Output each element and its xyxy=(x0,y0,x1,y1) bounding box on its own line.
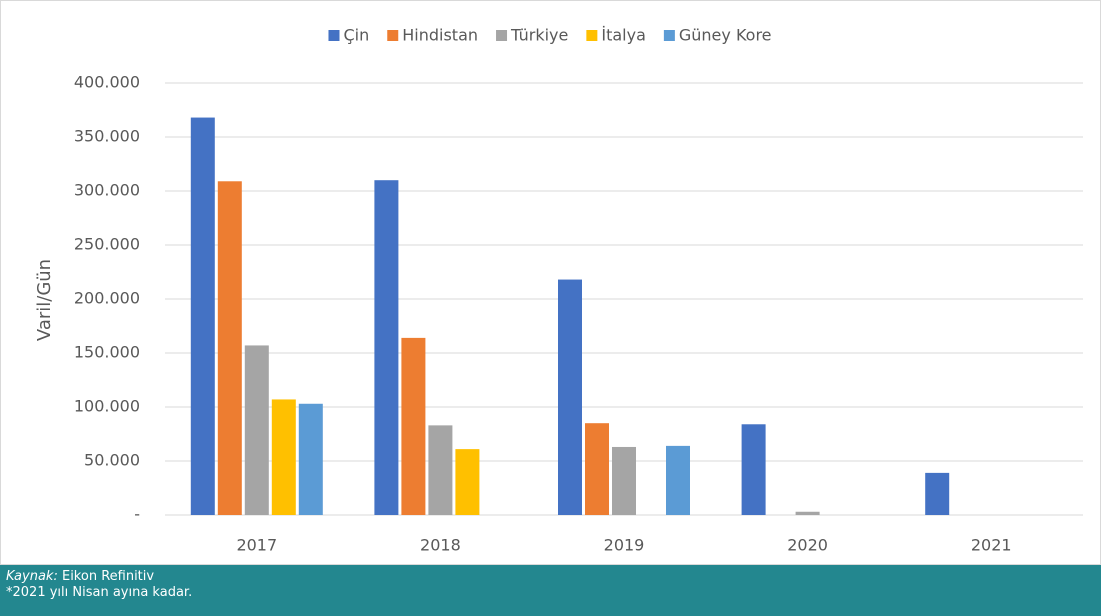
bar xyxy=(428,425,453,515)
y-tick-label: 300.000 xyxy=(74,181,140,200)
legend-label: Güney Kore xyxy=(679,26,772,45)
bar xyxy=(741,424,766,515)
legend-swatch xyxy=(496,30,508,41)
chart-border xyxy=(0,0,1101,565)
x-tick-label: 2017 xyxy=(236,536,277,555)
source-line: Kaynak: Eikon Refinitiv xyxy=(6,569,1101,585)
x-tick-label: 2018 xyxy=(420,536,461,555)
y-tick-label: 100.000 xyxy=(74,397,140,416)
legend-label: Çin xyxy=(343,26,369,45)
y-tick-label: 250.000 xyxy=(74,235,140,254)
legend-swatch xyxy=(586,30,598,41)
source: Eikon Refinitiv xyxy=(61,569,155,584)
source-label: Kaynak: xyxy=(6,569,58,584)
legend-swatch xyxy=(328,30,340,41)
bar xyxy=(455,449,480,515)
x-tick-label: 2020 xyxy=(787,536,828,555)
legend-swatch xyxy=(387,30,399,41)
chart: Varil/Gün - 50.000 100.000 150.000 200.000 25… xyxy=(0,0,1101,565)
legend-swatch xyxy=(663,30,675,41)
y-tick-label: 150.000 xyxy=(74,343,140,362)
legend-label: İtalya xyxy=(601,26,646,45)
y-tick-label: - xyxy=(134,505,140,524)
bar xyxy=(666,445,690,515)
bar xyxy=(795,511,820,515)
bar xyxy=(244,345,269,515)
bar xyxy=(585,423,609,515)
bar xyxy=(925,472,950,515)
bar xyxy=(612,446,636,515)
y-tick-label: 350.000 xyxy=(74,127,140,146)
legend-label: Türkiye xyxy=(510,26,568,45)
bar xyxy=(374,180,399,515)
y-tick-label: 200.000 xyxy=(74,289,140,308)
bar xyxy=(217,181,242,515)
bar xyxy=(271,399,296,515)
bar xyxy=(298,403,323,515)
legend-label: Hindistan xyxy=(402,26,478,45)
x-tick-label: 2019 xyxy=(604,536,645,555)
bar xyxy=(190,117,215,515)
bar xyxy=(558,279,582,515)
x-tick-label: 2021 xyxy=(971,536,1012,555)
footer: Kaynak: Eikon Refinitiv *2021 yılı Nisan… xyxy=(0,565,1101,616)
y-axis-title: Varil/Gün xyxy=(34,259,55,341)
y-tick-label: 400.000 xyxy=(74,73,140,92)
bar xyxy=(401,337,426,515)
y-tick-label: 50.000 xyxy=(84,451,140,470)
note: *2021 yılı Nisan ayına kadar. xyxy=(6,585,193,600)
